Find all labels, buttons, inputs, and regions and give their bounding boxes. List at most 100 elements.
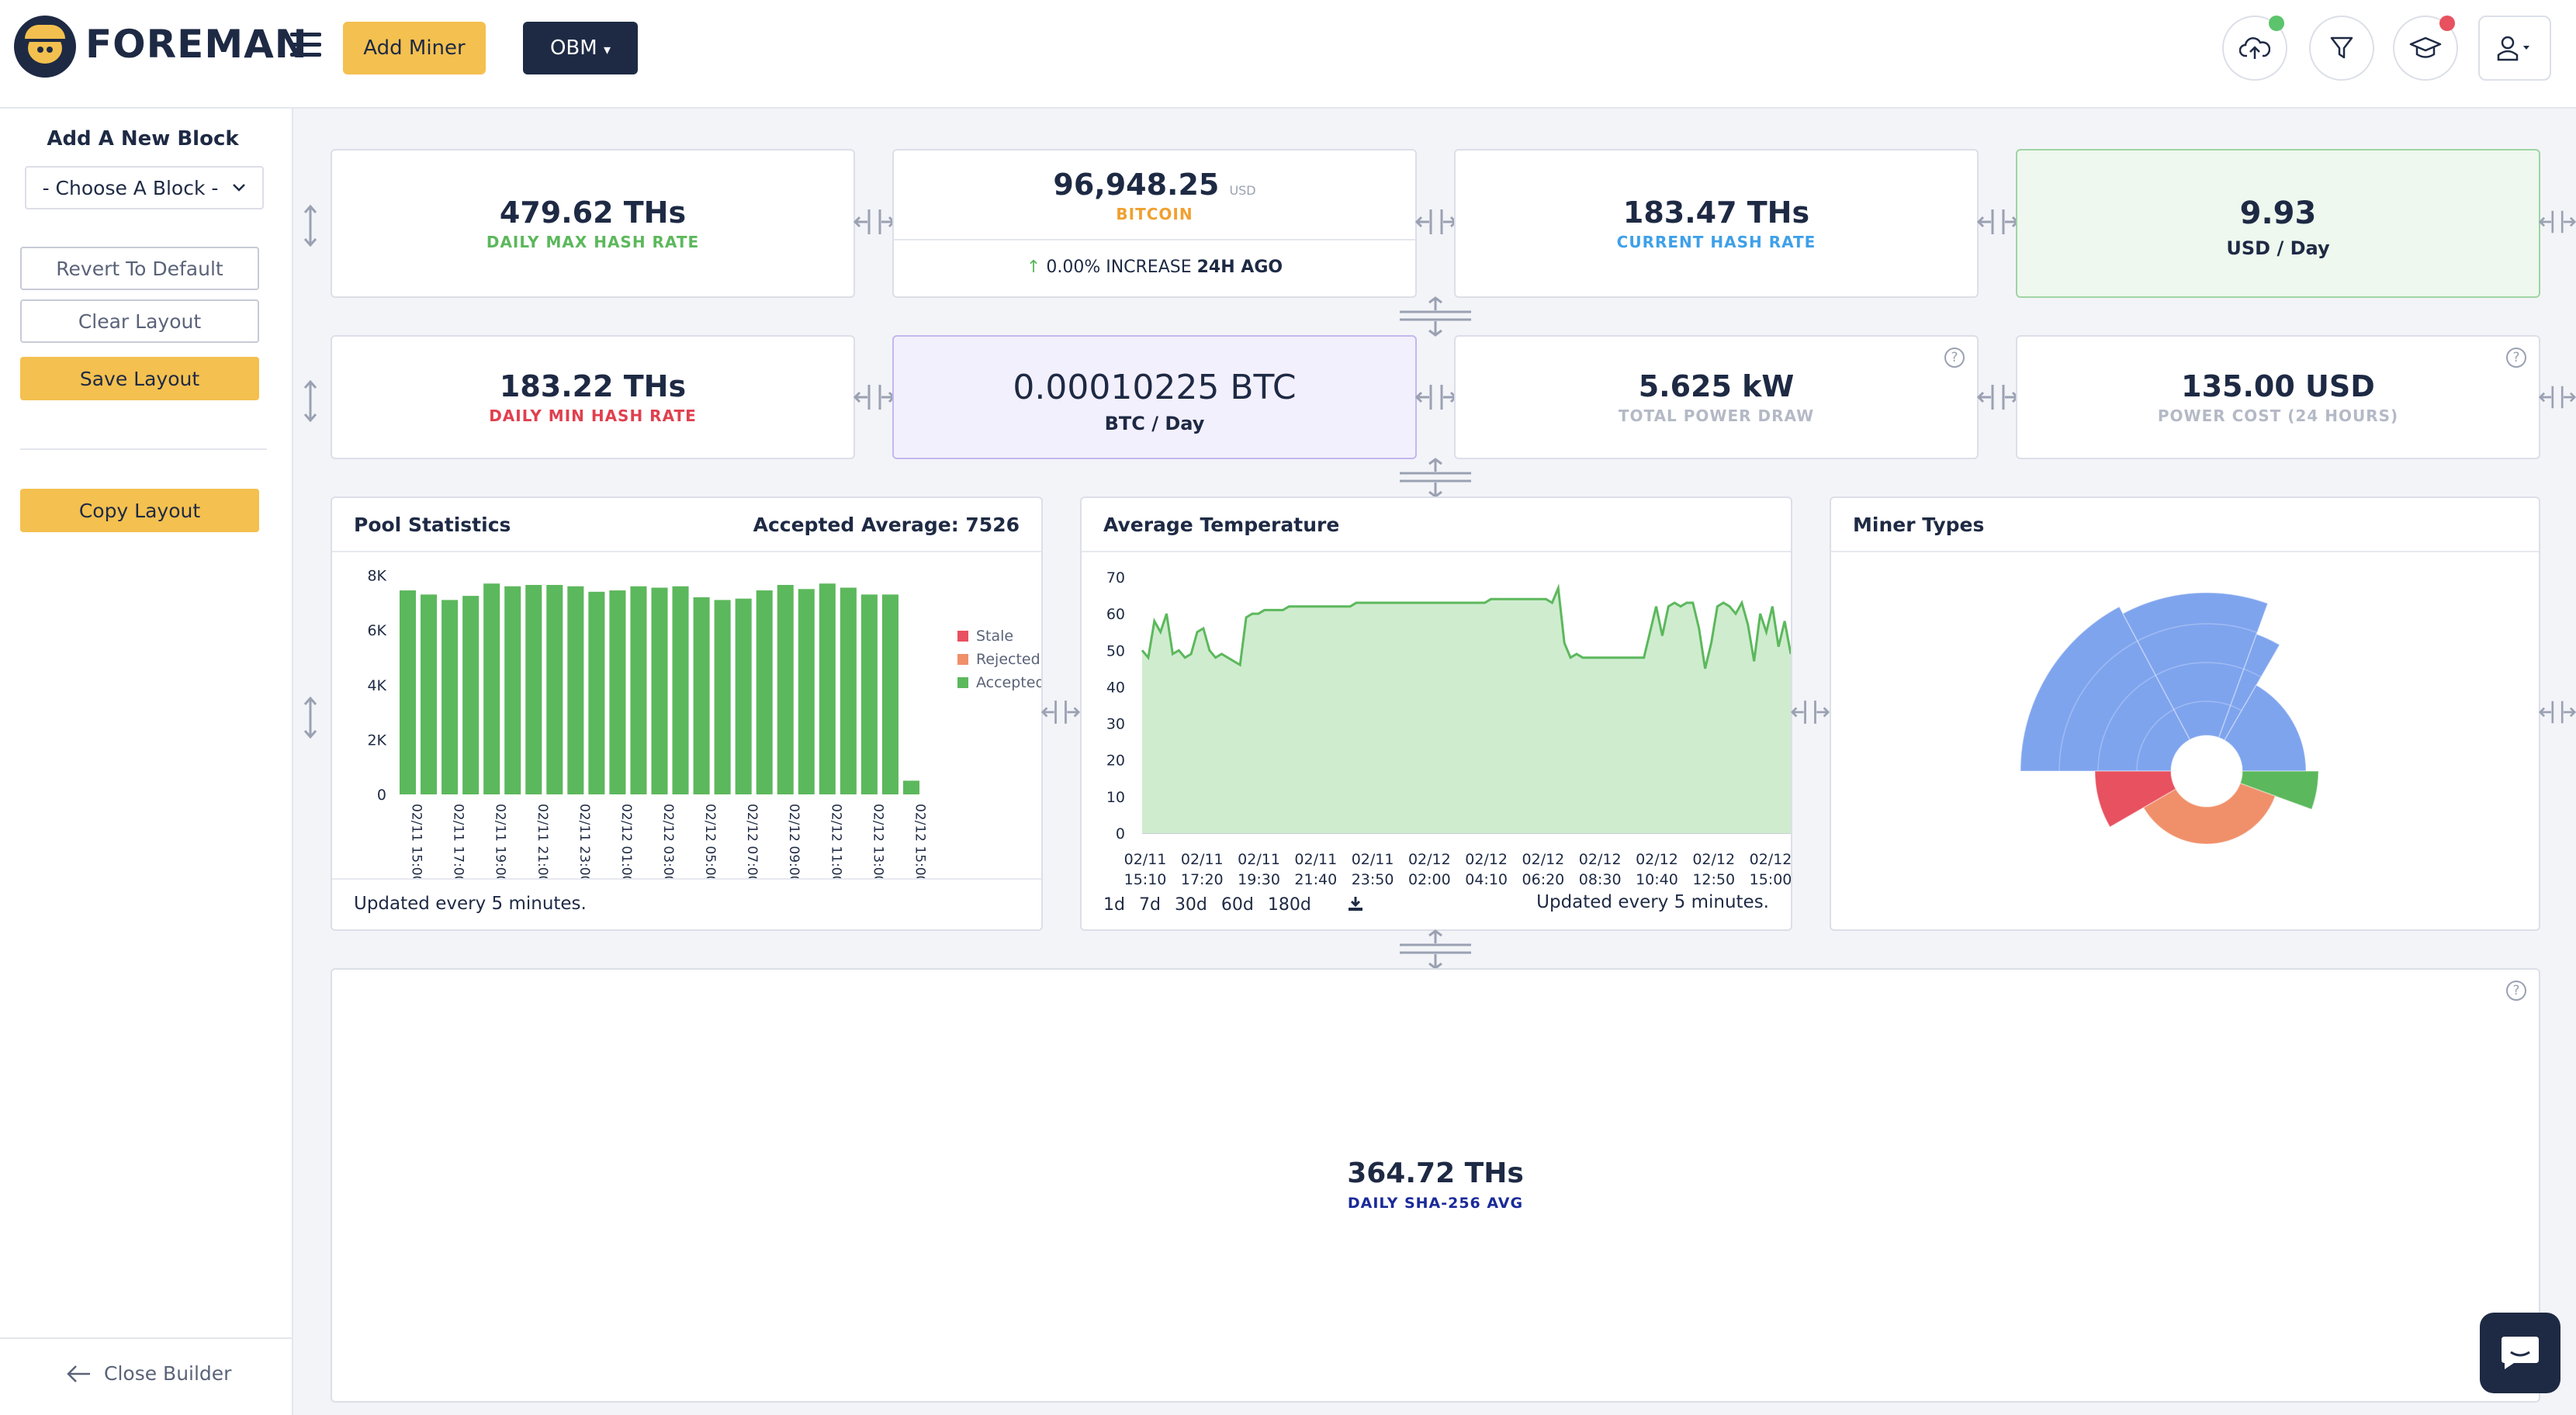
average-temperature-title: Average Temperature [1103,514,1340,536]
clear-layout-button[interactable]: Clear Layout [20,299,259,343]
row-drag-handle-icon[interactable] [303,697,318,739]
legend-swatch [957,677,968,688]
column-drag-handle-icon[interactable] [2539,382,2576,413]
choose-block-value: - Choose A Block - [42,176,219,199]
x-tick-time: 19:30 [1238,871,1280,887]
column-drag-handle-icon[interactable] [1977,206,2019,237]
save-layout-button[interactable]: Save Layout [20,357,259,400]
grid-ring [2097,662,2262,772]
column-drag-handle-icon[interactable] [853,382,895,413]
column-drag-handle-icon[interactable] [2539,206,2576,237]
total-power-label: TOTAL POWER DRAW [1618,407,1815,425]
row-drag-handle-icon[interactable] [303,205,318,247]
y-tick-label: 30 [1106,716,1125,733]
layout-builder-sidebar: Add A New Block - Choose A Block - Rever… [0,109,293,1415]
close-builder-link[interactable]: Close Builder [65,1362,231,1385]
y-tick-label: 70 [1106,569,1125,586]
x-tick-date: 02/11 [1238,851,1280,868]
column-drag-handle-icon[interactable] [1791,697,1830,728]
obm-dropdown-button[interactable]: OBM ▾ [523,22,638,74]
grid-ring [2136,701,2242,772]
revert-default-button[interactable]: Revert To Default [20,247,259,290]
learn-button[interactable] [2393,16,2458,81]
accepted-bar [881,594,898,794]
temperature-update-note: Updated every 5 minutes. [1536,892,1769,912]
miner-type-slice [2020,606,2191,772]
hamburger-menu-icon[interactable] [290,33,321,59]
x-tick-date: 02/12 [1692,851,1735,868]
range-1d[interactable]: 1d [1103,895,1125,915]
help-icon[interactable]: ? [2506,981,2526,1001]
accepted-bar [902,780,919,794]
usd-per-day-card[interactable]: 9.93 USD / Day [2016,149,2540,298]
upload-button[interactable] [2222,16,2287,81]
brand-name[interactable]: FOREMAN [85,22,308,67]
x-tick-label: 02/12 01:00 [618,804,634,880]
legend-swatch [957,631,968,642]
column-drag-handle-icon[interactable] [2539,697,2576,728]
pool-statistics-panel: Pool Statistics Accepted Average: 7526 0… [331,496,1043,931]
accepted-bar [462,596,480,794]
accepted-bar [672,586,689,794]
y-tick-label: 4K [367,677,386,694]
foreman-logo-icon[interactable] [14,16,76,78]
notification-dot [2439,16,2455,31]
add-miner-button[interactable]: Add Miner [343,22,486,74]
x-tick-time: 02:00 [1408,871,1451,887]
range-60d[interactable]: 60d [1220,895,1254,915]
x-tick-label: 02/11 15:00 [409,804,424,880]
range-30d[interactable]: 30d [1174,895,1207,915]
range-7d[interactable]: 7d [1138,895,1161,915]
daily-max-hash-card[interactable]: 479.62 THs DAILY MAX HASH RATE [331,149,855,298]
total-power-card[interactable]: ? 5.625 kW TOTAL POWER DRAW [1454,335,1979,459]
daily-min-hash-card[interactable]: 183.22 THs DAILY MIN HASH RATE [331,335,855,459]
bitcoin-label: BITCOIN [1116,205,1193,223]
btc-per-day-card[interactable]: 0.00010225 BTC BTC / Day [892,335,1417,459]
filter-button[interactable] [2309,16,2374,81]
help-icon[interactable]: ? [1944,348,1965,368]
user-menu-button[interactable] [2478,16,2551,81]
miner-types-panel: Miner Types [1830,496,2540,931]
accepted-bar [860,594,878,794]
sidebar-footer: Close Builder [0,1337,292,1415]
row-resize-handle-icon[interactable] [1398,929,1473,970]
user-icon [2497,36,2529,61]
current-hash-card[interactable]: 183.47 THs CURRENT HASH RATE [1454,149,1979,298]
choose-block-select[interactable]: - Choose A Block - [25,166,264,209]
x-tick-label: 02/12 13:00 [870,804,885,880]
column-drag-handle-icon[interactable] [1041,697,1080,728]
y-tick-label: 40 [1106,679,1125,696]
column-drag-handle-icon[interactable] [1415,206,1457,237]
bitcoin-price-value: 96,948.25 [1053,168,1220,202]
row-drag-handle-icon[interactable] [303,380,318,422]
bitcoin-price-card[interactable]: 96,948.25 USD BITCOIN ↑ 0.00% INCREASE 2… [892,149,1417,298]
x-tick-date: 02/12 [1579,851,1622,868]
range-180d[interactable]: 180d [1267,895,1311,915]
pool-statistics-title: Pool Statistics [354,514,511,536]
column-drag-handle-icon[interactable] [853,206,895,237]
chat-support-button[interactable] [2480,1313,2560,1393]
help-icon[interactable]: ? [2506,348,2526,368]
time-range-selector: 1d 7d 30d 60d 180d [1103,895,1364,915]
column-drag-handle-icon[interactable] [1415,382,1457,413]
accepted-bar [651,587,668,794]
accepted-bar [483,583,500,794]
x-tick-time: 21:40 [1294,871,1337,887]
column-drag-handle-icon[interactable] [1977,382,2019,413]
x-tick-label: 02/11 19:00 [493,804,508,880]
x-tick-label: 02/12 15:00 [912,804,927,880]
download-icon[interactable] [1347,895,1364,912]
row-resize-handle-icon[interactable] [1398,296,1473,337]
copy-layout-button[interactable]: Copy Layout [20,489,259,532]
usd-per-day-label: USD / Day [2226,237,2330,259]
x-tick-date: 02/11 [1352,851,1394,868]
y-tick-label: 6K [367,622,386,639]
y-tick-label: 10 [1106,789,1125,806]
miner-types-title: Miner Types [1853,514,1985,536]
daily-sha256-avg-card[interactable]: ? 364.72 THs DAILY SHA-256 AVG [331,968,2540,1403]
row-resize-handle-icon[interactable] [1398,458,1473,498]
accepted-bar [421,594,438,794]
power-cost-card[interactable]: ? 135.00 USD POWER COST (24 HOURS) [2016,335,2540,459]
accepted-bar [400,590,417,794]
x-tick-time: 06:20 [1522,871,1565,887]
